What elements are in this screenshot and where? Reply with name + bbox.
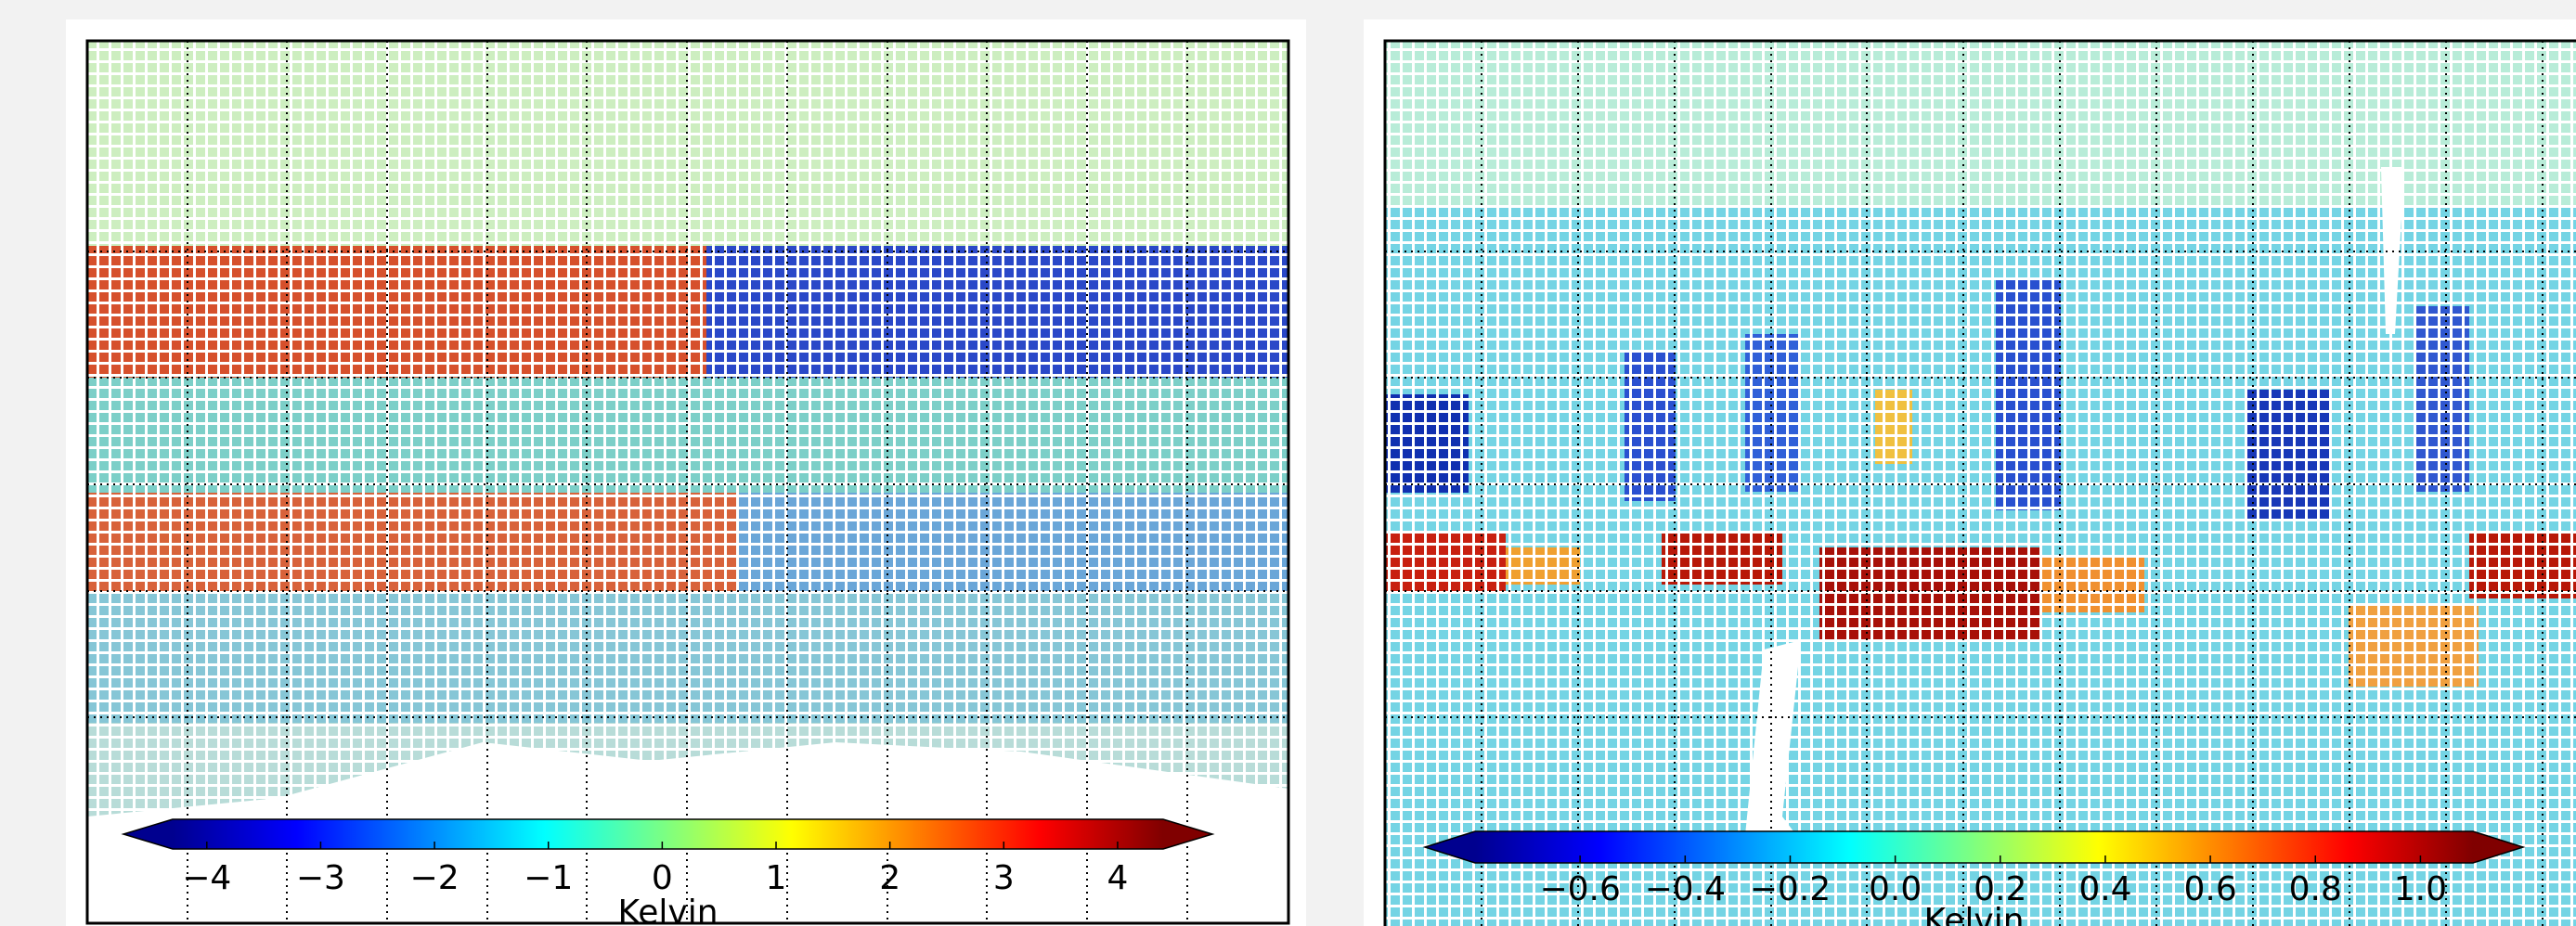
colorbar xyxy=(1475,831,2473,863)
colorbar-tick-label: 0.8 xyxy=(2289,870,2342,908)
colorbar-label: Kelvin xyxy=(1923,902,2024,926)
colorbar-tick-label: 0 xyxy=(652,859,673,897)
colorbar-tick-label: 4 xyxy=(1107,859,1128,897)
colorbar-tick-label: 0.4 xyxy=(2078,870,2131,908)
colorbar-extend xyxy=(1163,819,1212,849)
colorbar-tick-label: −0.4 xyxy=(1645,870,1726,908)
colorbar-extend xyxy=(123,819,173,849)
map-field xyxy=(87,41,1288,923)
colorbar xyxy=(173,819,1163,849)
colorbar-tick-label: −4 xyxy=(182,859,231,897)
map-field xyxy=(1385,41,2576,926)
colorbar-tick-label: 0.6 xyxy=(2183,870,2236,908)
colorbar-tick-label: 1.0 xyxy=(2394,870,2447,908)
colorbar-tick-label: −2 xyxy=(410,859,460,897)
colorbar-outline xyxy=(1422,830,2526,864)
colorbar-outline xyxy=(121,818,1215,850)
colorbar-tick-label: 2 xyxy=(879,859,900,897)
colorbar-tick-label: 1 xyxy=(766,859,787,897)
colorbar-extend xyxy=(2473,831,2523,863)
colorbar-tick-label: 0.2 xyxy=(1974,870,2026,908)
colorbar-tick-label: −1 xyxy=(524,859,573,897)
plot-frame xyxy=(85,39,1290,925)
colorbar-tick-label: 3 xyxy=(993,859,1015,897)
graticule xyxy=(1385,41,2576,926)
colorbar-tick-label: −3 xyxy=(296,859,345,897)
colorbar-tick-label: −0.2 xyxy=(1750,870,1831,908)
colorbar-tick-label: 0.0 xyxy=(1869,870,1922,908)
plot-frame xyxy=(1383,39,2576,926)
colorbar-extend xyxy=(1425,831,1475,863)
colorbar-label: Kelvin xyxy=(617,894,718,926)
colorbar-tick-label: −0.6 xyxy=(1539,870,1620,908)
